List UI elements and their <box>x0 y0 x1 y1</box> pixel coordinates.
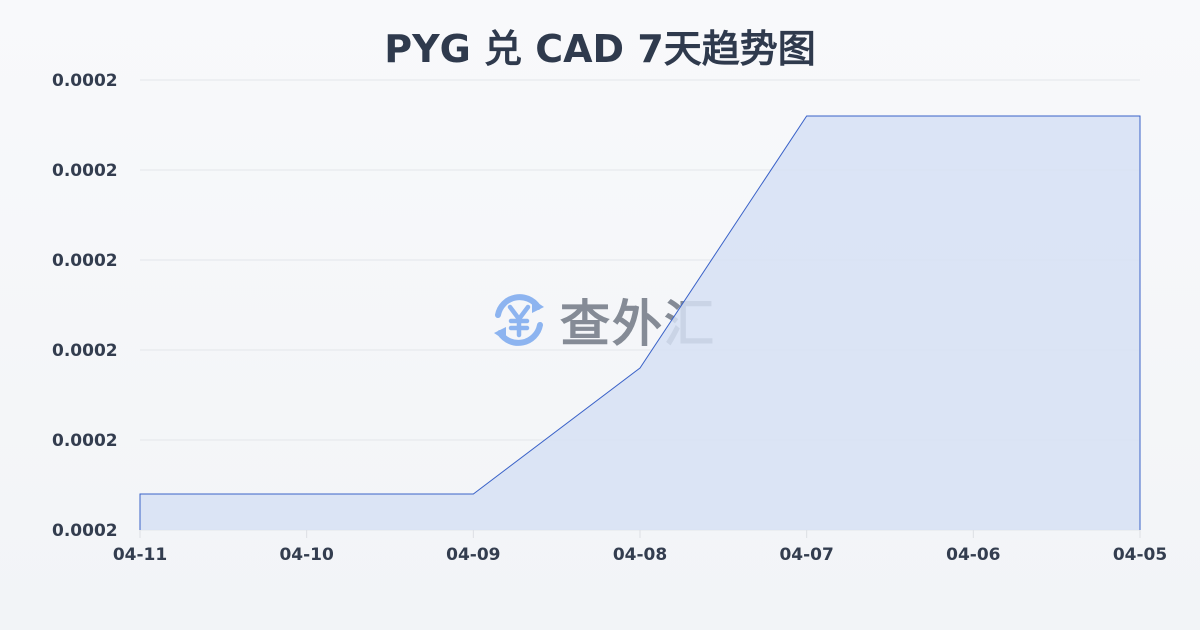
y-tick-label: 0.0002 <box>52 431 118 451</box>
y-tick-label: 0.0002 <box>52 251 118 271</box>
chart-title: PYG 兑 CAD 7天趋势图 <box>384 27 816 71</box>
x-tick-label: 04-08 <box>613 545 667 565</box>
yen-exchange-icon <box>494 294 544 346</box>
x-tick-label: 04-07 <box>779 545 833 565</box>
area-fill <box>140 116 1140 530</box>
x-tick-label: 04-11 <box>113 545 167 565</box>
y-tick-label: 0.0002 <box>52 71 118 91</box>
y-tick-label: 0.0002 <box>52 521 118 541</box>
y-tick-label: 0.0002 <box>52 161 118 181</box>
y-tick-label: 0.0002 <box>52 341 118 361</box>
x-tick-label: 04-09 <box>446 545 500 565</box>
x-tick-label: 04-05 <box>1113 545 1167 565</box>
x-tick-label: 04-10 <box>279 545 334 565</box>
x-tick-label: 04-06 <box>946 545 1000 565</box>
